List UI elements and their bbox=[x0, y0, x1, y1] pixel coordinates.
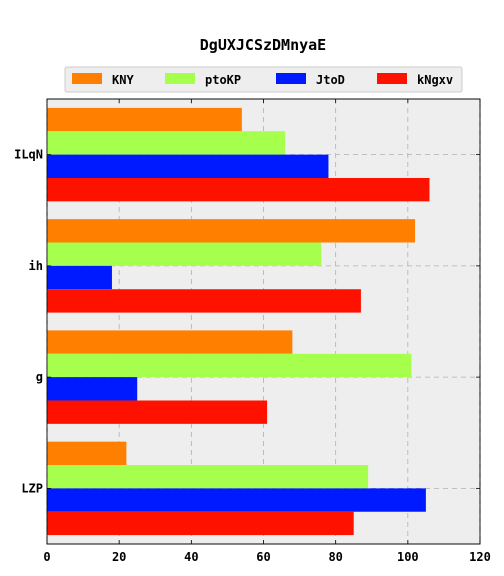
bar-ptoKP-g bbox=[47, 353, 412, 378]
x-tick-label: 40 bbox=[184, 550, 198, 564]
bar-JtoD-LZP bbox=[47, 488, 426, 512]
legend-label-ptoKP: ptoKP bbox=[205, 73, 241, 87]
x-axis-ticks: 0 20 40 60 80 100 120 bbox=[43, 99, 491, 564]
chart-title: DgUXJCSzDMnyaE bbox=[200, 36, 326, 54]
x-tick-label: 0 bbox=[43, 550, 50, 564]
y-tick-label: LZP bbox=[21, 481, 43, 495]
legend-label-kNgxv: kNgxv bbox=[417, 73, 453, 87]
bar-kNgxv-ILqN bbox=[47, 177, 430, 202]
bar-ptoKP-ih bbox=[47, 242, 322, 266]
bar-kNgxv-ih bbox=[47, 289, 361, 313]
legend-label-JtoD: JtoD bbox=[316, 73, 345, 87]
plot-frame bbox=[46, 98, 481, 545]
legend-box bbox=[64, 66, 463, 93]
x-tick-label: 120 bbox=[469, 550, 491, 564]
x-tick-label: 100 bbox=[397, 550, 419, 564]
legend-swatch-kNgxv bbox=[377, 73, 407, 84]
bar-kNgxv-g bbox=[47, 400, 268, 424]
y-axis-ticks: ILqN ih g LZP bbox=[14, 148, 480, 495]
bar-KNY-ih bbox=[47, 219, 416, 243]
bar-ptoKP-LZP bbox=[47, 465, 369, 489]
bar-kNgxv-LZP bbox=[47, 511, 354, 536]
x-tick-label: 60 bbox=[256, 550, 270, 564]
bar-ptoKP-ILqN bbox=[47, 131, 286, 155]
x-tick-label: 80 bbox=[328, 550, 342, 564]
legend-swatch-ptoKP bbox=[165, 73, 195, 84]
y-tick-label: g bbox=[36, 370, 43, 384]
legend: KNY ptoKP JtoD kNgxv bbox=[64, 66, 463, 93]
bars bbox=[47, 107, 430, 536]
bar-JtoD-g bbox=[47, 377, 138, 401]
bar-JtoD-ih bbox=[47, 265, 112, 290]
bar-KNY-LZP bbox=[47, 441, 127, 466]
bar-JtoD-ILqN bbox=[47, 154, 329, 178]
bar-KNY-ILqN bbox=[47, 107, 242, 132]
y-tick-label: ILqN bbox=[14, 148, 43, 162]
x-tick-label: 20 bbox=[112, 550, 126, 564]
legend-swatch-KNY bbox=[72, 73, 102, 84]
bar-KNY-g bbox=[47, 330, 293, 354]
legend-label-KNY: KNY bbox=[112, 73, 134, 87]
y-tick-label: ih bbox=[29, 259, 43, 273]
legend-swatch-JtoD bbox=[276, 73, 306, 84]
